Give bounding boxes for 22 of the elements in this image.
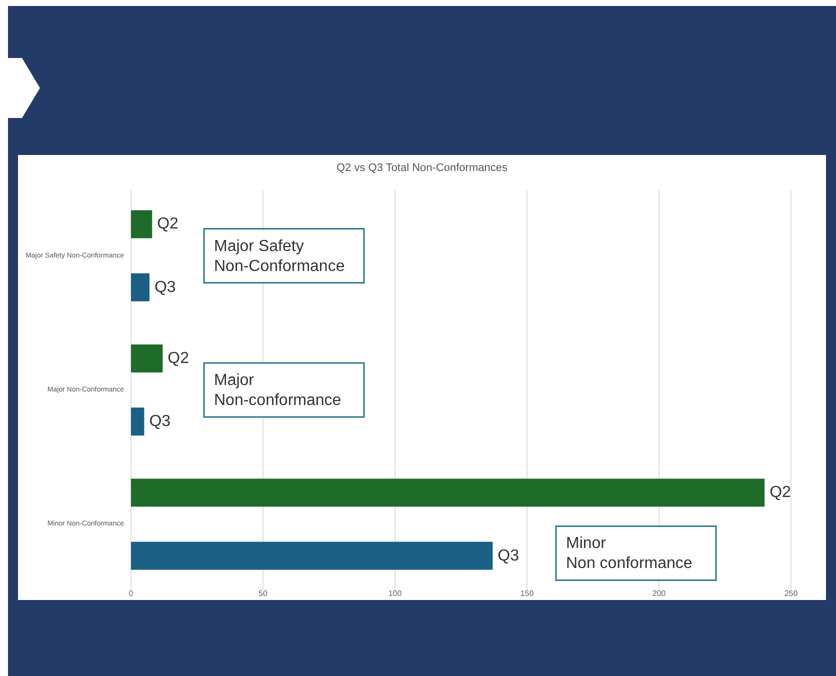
text: Q3 xyxy=(498,547,520,564)
x-tick-label: 50 xyxy=(258,589,268,598)
series-label: Q2 xyxy=(157,216,179,233)
x-tick-label: 150 xyxy=(520,589,534,598)
bar xyxy=(131,273,150,302)
series-label: Q3 xyxy=(154,278,176,296)
annotation: Minor Non conformance xyxy=(566,535,692,572)
bar xyxy=(131,542,493,570)
annotation: Major Non-conformance xyxy=(214,372,342,409)
x-tick-label: 200 xyxy=(652,589,666,598)
x-tick-label: 0 xyxy=(128,589,134,598)
chart-title: Q2 vs Q3 Total Non-Conformances xyxy=(336,162,508,174)
annotation: Major Safety Non-Conformance xyxy=(214,238,345,275)
text: Q2 xyxy=(770,484,791,502)
bar xyxy=(131,210,152,238)
text: Q2 xyxy=(168,350,190,367)
x-tick-label: 100 xyxy=(388,589,402,598)
bar xyxy=(131,344,163,372)
bar xyxy=(131,478,765,507)
x-tick-label: 250 xyxy=(784,589,798,598)
bar xyxy=(131,408,144,436)
text: Q3 xyxy=(149,413,171,430)
